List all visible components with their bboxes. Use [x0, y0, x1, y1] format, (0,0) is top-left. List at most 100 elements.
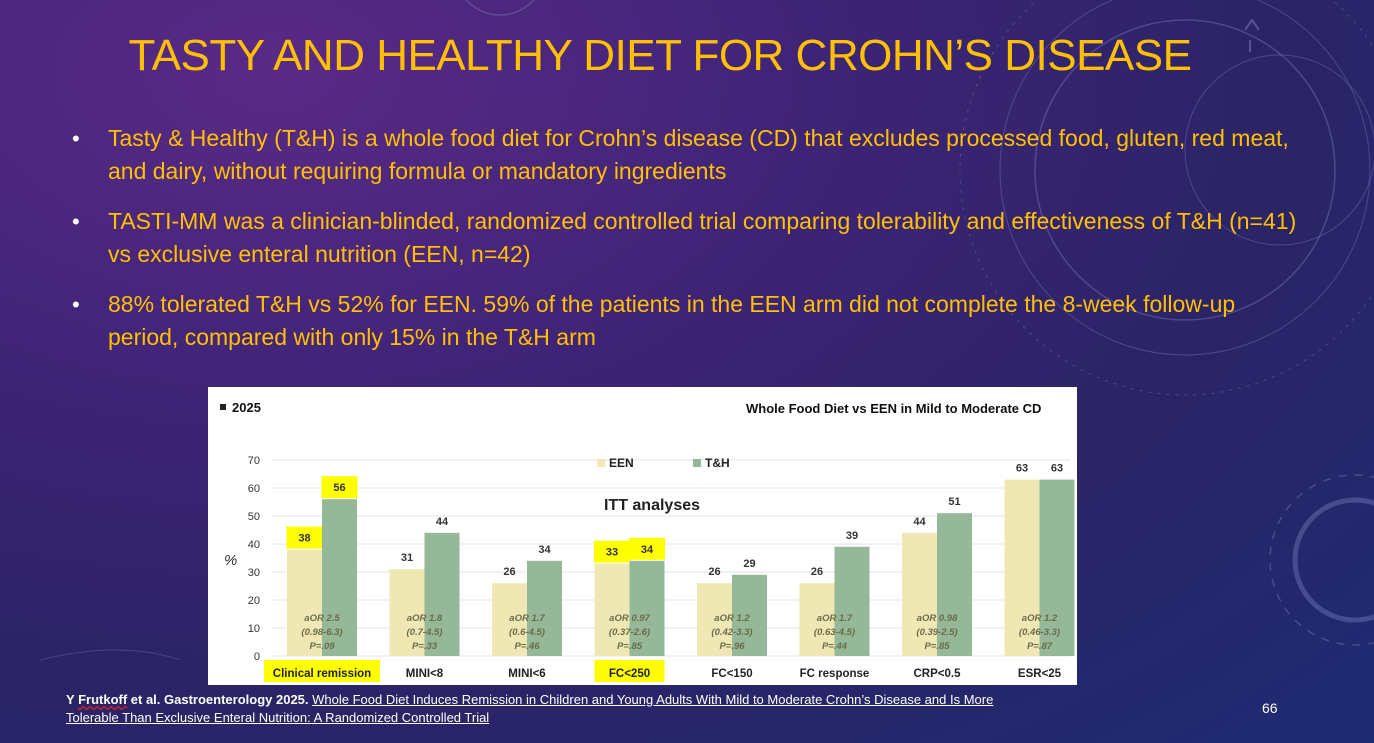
page-number: 66 [1262, 700, 1278, 716]
stat-p: P=.87 [1027, 641, 1053, 652]
y-tick-label: 50 [248, 511, 260, 523]
value-highlight [594, 540, 630, 563]
stat-aor: aOR 1.2 [714, 613, 750, 624]
x-tick-label: FC<150 [711, 668, 752, 680]
y-tick-label: 10 [248, 623, 260, 635]
stat-ci: (0.7-4.5) [407, 627, 443, 638]
x-tick-label: FC<250 [609, 668, 650, 680]
y-tick-label: 30 [248, 567, 260, 579]
legend-swatch [597, 459, 605, 467]
data-label: 38 [298, 533, 310, 545]
bar-th [527, 560, 562, 656]
data-label: 29 [743, 558, 755, 570]
stat-ci: (0.37-2.6) [609, 627, 650, 638]
stat-aor: aOR 1.8 [407, 613, 443, 624]
legend-swatch [693, 459, 701, 467]
stat-p: P=.33 [412, 641, 438, 652]
data-label: 34 [538, 544, 551, 556]
bullet-glyph: • [72, 292, 80, 317]
stat-p: P=.09 [309, 641, 335, 652]
bullet-glyph: • [72, 209, 80, 234]
y-tick-label: 40 [248, 539, 260, 551]
stat-ci: (0.39-2.5) [916, 627, 957, 638]
data-label: 26 [708, 566, 720, 578]
reference: Y Frutkoff et al. Gastroenterology 2025.… [66, 691, 1026, 727]
bullet-text: TASTI-MM was a clinician-blinded, random… [108, 208, 1297, 267]
bullet-glyph: • [72, 126, 80, 151]
stat-p: P=.85 [617, 641, 643, 652]
value-highlight [629, 537, 665, 560]
slide-title: TASTY AND HEALTHY DIET FOR CROHN’S DISEA… [128, 31, 1192, 80]
data-label: 26 [503, 566, 515, 578]
bar-th [424, 532, 460, 656]
stat-p: P=.85 [924, 641, 950, 652]
reference-journal: et al. Gastroenterology 2025. [127, 692, 309, 707]
bar-een [389, 569, 425, 656]
stat-aor: aOR 1.7 [509, 613, 545, 624]
stat-aor: aOR 0.98 [917, 613, 958, 624]
y-axis-label: % [224, 552, 237, 569]
stat-aor: aOR 0.97 [609, 613, 650, 624]
stat-ci: (0.63-4.5) [814, 627, 855, 638]
bar-een [492, 583, 527, 656]
x-tick-label: MINI<6 [508, 668, 545, 680]
year-label: 2025 [232, 400, 261, 415]
bar-th [629, 560, 665, 656]
chart-panel: 2025 Whole Food Diet vs EEN in Mild to Mo… [208, 387, 1077, 685]
data-label: 63 [1016, 463, 1028, 475]
year-marker [220, 404, 226, 410]
reference-author: Y Frutkoff et al. Gastroenterology 2025. [66, 692, 309, 707]
data-label: 26 [811, 566, 823, 578]
data-label: 31 [401, 552, 413, 564]
x-tick-label: FC response [800, 668, 870, 680]
stat-aor: aOR 1.7 [817, 613, 853, 624]
bullet-item: • TASTI-MM was a clinician-blinded, rando… [72, 205, 1302, 271]
bullet-text: 88% tolerated T&H vs 52% for EEN. 59% of… [108, 291, 1236, 350]
stat-ci: (0.42-3.3) [711, 627, 752, 638]
reference-author-initial: Y [66, 692, 79, 707]
bar-th [1039, 479, 1075, 656]
value-highlight [286, 526, 323, 549]
bullet-text: Tasty & Healthy (T&H) is a whole food di… [108, 125, 1289, 184]
bar-een [287, 549, 322, 656]
stat-ci: (0.6-4.5) [509, 627, 545, 638]
category-highlight [594, 660, 665, 682]
bar-th [732, 574, 767, 656]
category-highlight [264, 660, 380, 682]
legend-label: T&H [705, 456, 730, 470]
data-label: 34 [641, 544, 654, 556]
stat-aor: aOR 1.2 [1022, 613, 1058, 624]
bar-een [697, 583, 732, 656]
x-tick-label: CRP<0.5 [914, 668, 962, 680]
stat-p: P=.44 [822, 641, 848, 652]
bar-th [834, 546, 870, 656]
x-tick-label: ESR<25 [1018, 668, 1062, 680]
bullet-item: • 88% tolerated T&H vs 52% for EEN. 59% o… [72, 288, 1302, 354]
bar-th [322, 499, 357, 656]
y-tick-label: 60 [248, 483, 260, 495]
data-label: 44 [913, 516, 926, 528]
data-label: 51 [948, 496, 960, 508]
x-tick-label: Clinical remission [273, 668, 371, 680]
x-tick-label: MINI<8 [406, 668, 444, 680]
data-label: 33 [606, 547, 618, 559]
legend-label: EEN [609, 456, 634, 470]
reference-author-surname: Frutkoff [78, 692, 128, 707]
stat-p: P=.96 [719, 641, 745, 652]
stat-aor: aOR 2.5 [304, 613, 340, 624]
data-label: 63 [1051, 463, 1063, 475]
stat-p: P=.46 [514, 641, 540, 652]
bullet-list: • Tasty & Healthy (T&H) is a whole food d… [72, 122, 1302, 371]
bar-een [1004, 479, 1040, 656]
bar-chart: 2025 Whole Food Diet vs EEN in Mild to Mo… [220, 400, 1075, 682]
reference-link[interactable]: Whole Food Diet Induces Remission in Chi… [66, 692, 994, 725]
y-tick-label: 0 [254, 651, 260, 663]
chart-title: Whole Food Diet vs EEN in Mild to Modera… [746, 401, 1041, 416]
bar-th [937, 513, 972, 656]
stat-ci: (0.98-6.3) [301, 627, 342, 638]
y-tick-label: 20 [248, 595, 260, 607]
bullet-item: • Tasty & Healthy (T&H) is a whole food d… [72, 122, 1302, 188]
data-label: 39 [846, 530, 858, 542]
value-highlight [321, 476, 358, 499]
bar-een [594, 563, 630, 656]
